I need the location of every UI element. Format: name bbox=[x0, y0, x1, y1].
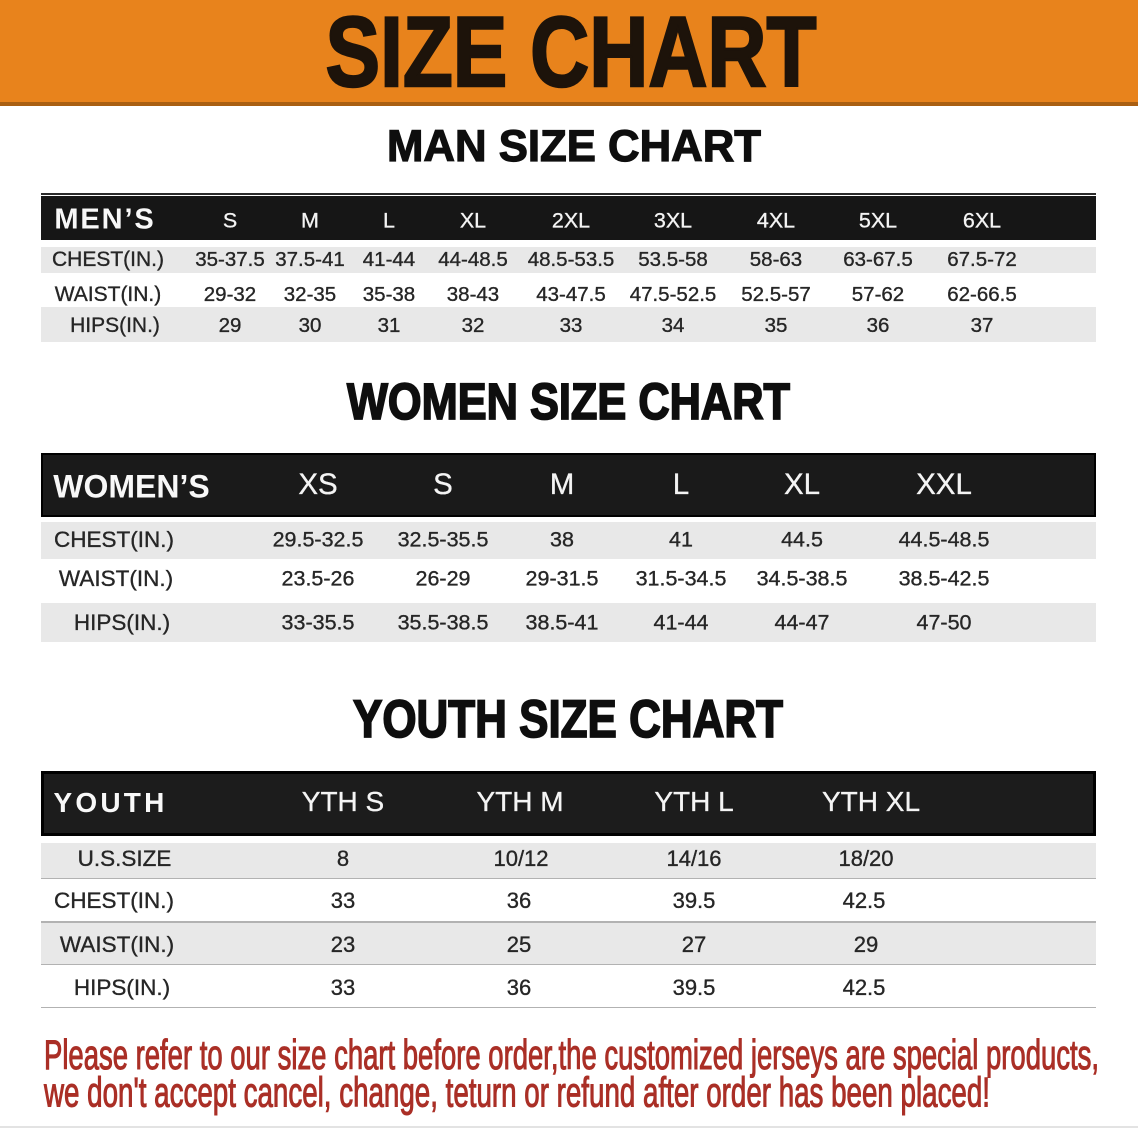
svg-text:SIZE CHART: SIZE CHART bbox=[326, 0, 817, 108]
svg-text:we don't accept cancel, change: we don't accept cancel, change, teturn o… bbox=[43, 1069, 990, 1116]
svg-text:Please refer to our size chart: Please refer to our size chart before or… bbox=[44, 1031, 1099, 1078]
svg-text:WOMEN SIZE CHART: WOMEN SIZE CHART bbox=[347, 373, 790, 429]
svg-text:YOUTH SIZE CHART: YOUTH SIZE CHART bbox=[353, 690, 783, 747]
svg-text:MAN SIZE CHART: MAN SIZE CHART bbox=[387, 122, 761, 171]
